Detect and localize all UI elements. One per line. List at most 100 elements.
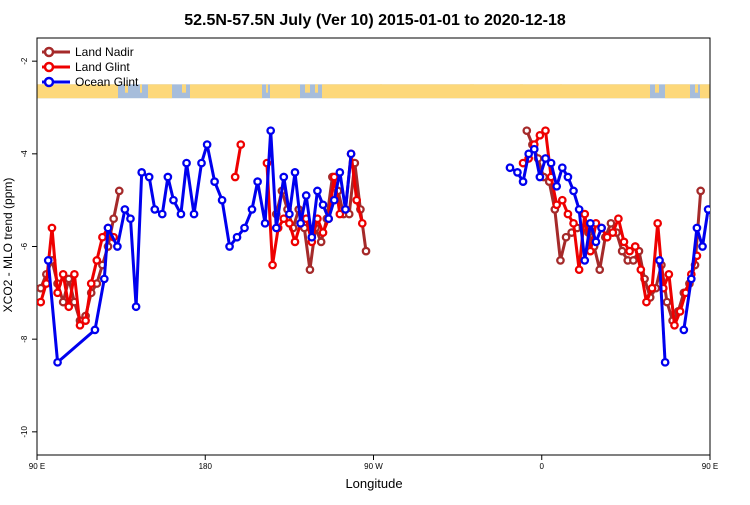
data-point (698, 242, 707, 251)
data-point (70, 269, 79, 279)
data-point (210, 177, 219, 186)
x-tick-label: 0 (540, 462, 545, 471)
data-point (557, 163, 567, 173)
y-axis-label: XCO2 - MLO trend (ppm) (1, 178, 15, 313)
data-point (335, 209, 345, 219)
data-point (662, 297, 672, 307)
data-point (546, 158, 556, 168)
data-point (313, 186, 322, 196)
series-line (682, 207, 710, 331)
legend-entry-label: Ocean Glint (75, 75, 139, 89)
map-band-land (700, 84, 710, 99)
data-point (150, 205, 160, 214)
data-point (361, 246, 371, 256)
data-point (197, 158, 206, 168)
x-tick-label: 90 E (29, 462, 45, 471)
map-band-land (140, 84, 142, 93)
series-line (658, 260, 667, 363)
data-point (625, 246, 634, 256)
data-point (556, 256, 565, 265)
data-point (574, 205, 584, 214)
data-point (47, 223, 57, 233)
data-point (75, 320, 85, 330)
map-band-land (695, 84, 698, 93)
data-point (64, 274, 74, 284)
data-point (535, 130, 545, 140)
data-point (268, 260, 277, 270)
data-point (114, 186, 124, 196)
map-band-land (655, 84, 659, 93)
x-tick-label: 90 E (702, 462, 718, 471)
data-point (126, 214, 135, 224)
data-point (357, 218, 367, 228)
map-band-land (37, 84, 118, 99)
data-point (636, 265, 646, 275)
data-point (686, 274, 696, 284)
plot-area: 90 E 180 90 W 0 90 E -2 -4 -6 -8 -10 (20, 37, 731, 471)
data-point (182, 158, 191, 168)
data-point (318, 200, 328, 210)
map-band-land (182, 84, 186, 93)
data-point (660, 357, 670, 367)
map-band-land (665, 84, 690, 99)
data-point (552, 181, 562, 191)
data-point (617, 246, 627, 256)
data-point (103, 223, 113, 233)
map-band-land (190, 84, 262, 99)
data-point (37, 297, 46, 307)
data-point (696, 186, 706, 196)
data-point (144, 172, 154, 182)
data-point (266, 126, 276, 136)
y-tick-label: -2 (20, 57, 29, 65)
data-point (352, 195, 362, 205)
data-point (606, 218, 616, 228)
map-band-land (305, 84, 310, 93)
y-tick-label: -8 (20, 335, 29, 343)
data-point (53, 288, 62, 298)
data-point (541, 154, 550, 163)
data-point (629, 256, 638, 265)
data-point (513, 168, 522, 177)
data-point (522, 126, 532, 136)
data-point (692, 223, 702, 233)
data-point (541, 126, 550, 136)
data-point (305, 265, 315, 275)
data-point (301, 191, 311, 200)
data-point (324, 214, 333, 224)
data-point (225, 242, 234, 251)
data-point (653, 218, 663, 228)
data-point (90, 325, 100, 335)
data-point (329, 195, 339, 205)
legend-swatch-marker (43, 46, 55, 58)
map-band-land (322, 84, 650, 99)
data-point (647, 283, 657, 293)
data-point (561, 232, 571, 242)
data-point (563, 172, 573, 182)
y-tick-label: -4 (20, 150, 29, 158)
data-point (58, 269, 68, 279)
data-point (189, 209, 199, 219)
chart-title: 52.5N-57.5N July (Ver 10) 2015-01-01 to … (184, 12, 566, 29)
data-point (725, 174, 731, 180)
data-point (552, 200, 562, 210)
data-point (163, 172, 173, 182)
data-point (630, 242, 640, 251)
data-point (524, 149, 534, 159)
data-point (113, 242, 122, 251)
data-point (703, 205, 710, 214)
data-point (53, 357, 62, 367)
x-axis-label: Longitude (345, 476, 402, 491)
data-point (595, 265, 605, 275)
map-band-land (125, 84, 128, 93)
data-point (131, 302, 141, 312)
data-point (43, 256, 53, 265)
map-band-land (520, 84, 523, 93)
data-point (137, 168, 147, 177)
data-point (307, 232, 317, 242)
data-point (109, 214, 118, 224)
data-point (655, 256, 664, 265)
data-point (202, 140, 212, 149)
data-point (569, 186, 578, 196)
data-point (176, 209, 186, 219)
